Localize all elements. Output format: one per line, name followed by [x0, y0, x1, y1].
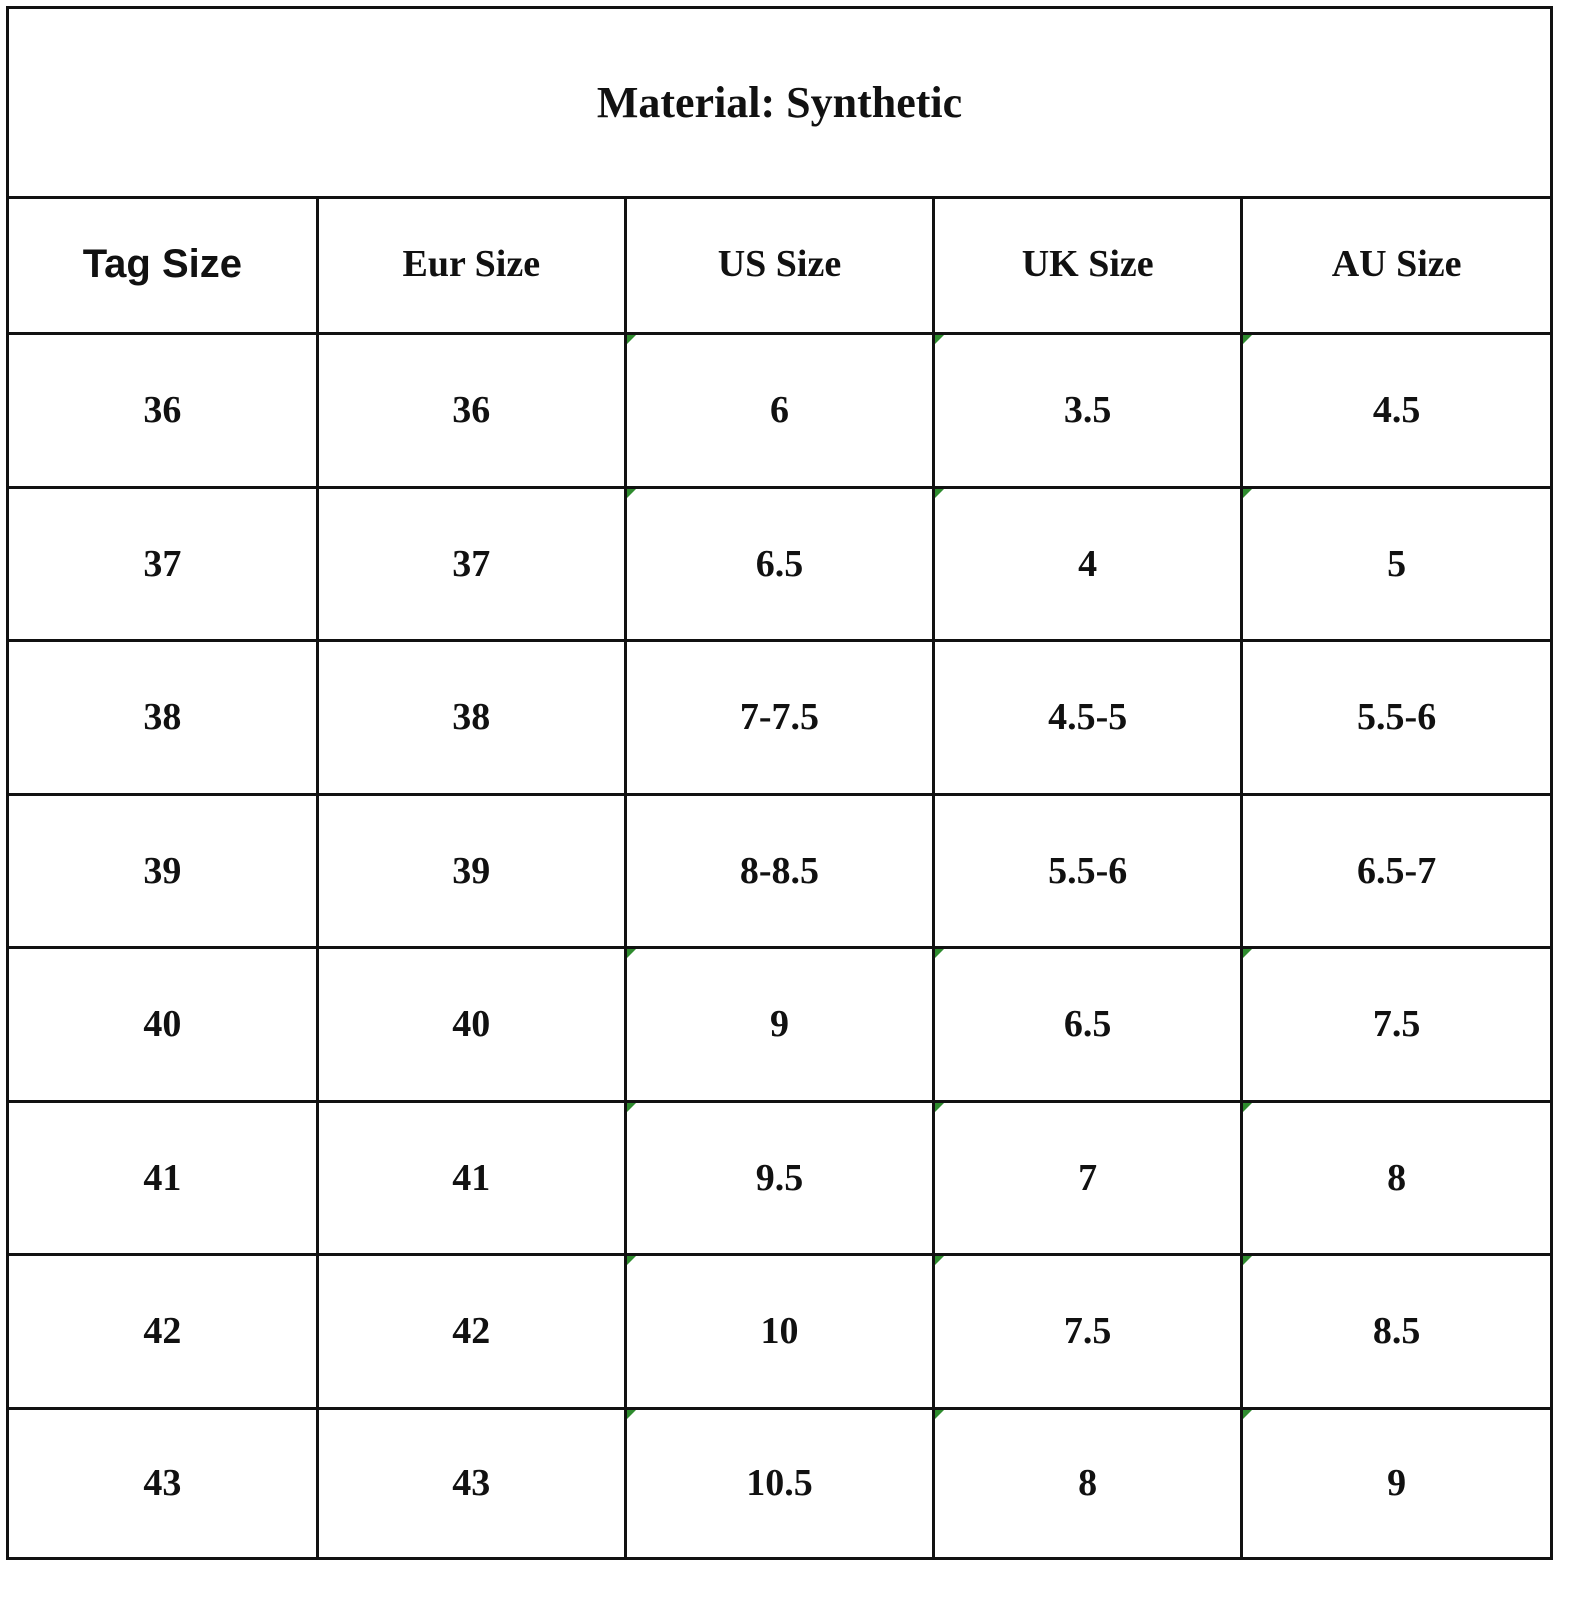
size-chart: Material: Synthetic Tag Size Eur Size US…	[6, 6, 1553, 1560]
table-cell: 7.5	[932, 1253, 1244, 1410]
table-row: 38 38 7-7.5 4.5-5 5.5-6	[9, 639, 1550, 796]
table-row: 41 41 9.5 7 8	[9, 1099, 1550, 1257]
table-cell: 39	[315, 792, 627, 950]
table-cell: 9	[623, 946, 936, 1103]
table-cell: 10.5	[623, 1406, 936, 1557]
table-cell: 43	[315, 1406, 627, 1557]
table-cell: 7-7.5	[623, 639, 936, 796]
table-cell: 43	[9, 1406, 319, 1557]
cell-corner-marker-icon	[626, 949, 636, 959]
table-row: 40 40 9 6.5 7.5	[9, 946, 1550, 1103]
cell-corner-marker-icon	[935, 335, 945, 344]
size-table: Tag Size Eur Size US Size UK Size AU Siz…	[9, 196, 1550, 1557]
table-cell: 6.5-7	[1240, 792, 1550, 950]
table-cell: 37	[315, 485, 627, 643]
cell-corner-marker-icon	[626, 488, 636, 498]
table-cell: 4	[932, 485, 1244, 643]
table-cell: 7.5	[1240, 946, 1550, 1103]
table-cell: 8.5	[1240, 1253, 1550, 1410]
header-row: Tag Size Eur Size US Size UK Size AU Siz…	[9, 196, 1550, 335]
table-cell: 6.5	[623, 485, 936, 643]
table-row: 43 43 10.5 8 9	[9, 1406, 1550, 1557]
table-cell: 41	[315, 1099, 627, 1257]
table-cell: 36	[9, 332, 319, 489]
table-cell: 5	[1240, 485, 1550, 643]
header-us-size: US Size	[623, 196, 936, 335]
cell-corner-marker-icon	[1243, 488, 1253, 498]
header-uk-size: UK Size	[932, 196, 1244, 335]
table-row: 39 39 8-8.5 5.5-6 6.5-7	[9, 792, 1550, 950]
cell-corner-marker-icon	[935, 488, 945, 498]
table-cell: 9	[1240, 1406, 1550, 1557]
table-cell: 37	[9, 485, 319, 643]
table-cell: 42	[315, 1253, 627, 1410]
header-eur-size: Eur Size	[315, 196, 627, 335]
table-row: 36 36 6 3.5 4.5	[9, 332, 1550, 489]
table-cell: 40	[315, 946, 627, 1103]
table-cell: 36	[315, 332, 627, 489]
table-cell: 5.5-6	[1240, 639, 1550, 796]
table-cell: 41	[9, 1099, 319, 1257]
cell-corner-marker-icon	[1243, 1256, 1253, 1266]
cell-corner-marker-icon	[935, 1409, 945, 1419]
table-cell: 5.5-6	[932, 792, 1244, 950]
cell-corner-marker-icon	[1243, 949, 1253, 959]
table-cell: 10	[623, 1253, 936, 1410]
table-cell: 7	[932, 1099, 1244, 1257]
table-row: 37 37 6.5 4 5	[9, 485, 1550, 643]
table-cell: 4.5-5	[932, 639, 1244, 796]
cell-corner-marker-icon	[935, 949, 945, 959]
cell-corner-marker-icon	[935, 1256, 945, 1266]
header-tag-size: Tag Size	[9, 196, 319, 335]
cell-corner-marker-icon	[1243, 1102, 1253, 1112]
cell-corner-marker-icon	[626, 335, 636, 344]
cell-corner-marker-icon	[626, 1256, 636, 1266]
table-cell: 40	[9, 946, 319, 1103]
table-cell: 38	[315, 639, 627, 796]
table-cell: 39	[9, 792, 319, 950]
cell-corner-marker-icon	[935, 1102, 945, 1112]
table-cell: 3.5	[932, 332, 1244, 489]
table-cell: 42	[9, 1253, 319, 1410]
table-row: 42 42 10 7.5 8.5	[9, 1253, 1550, 1410]
cell-corner-marker-icon	[1243, 335, 1253, 344]
cell-corner-marker-icon	[626, 1409, 636, 1419]
table-cell: 8-8.5	[623, 792, 936, 950]
cell-corner-marker-icon	[1243, 1409, 1253, 1419]
cell-corner-marker-icon	[626, 1102, 636, 1112]
chart-title: Material: Synthetic	[9, 9, 1550, 199]
table-cell: 9.5	[623, 1099, 936, 1257]
table-cell: 38	[9, 639, 319, 796]
table-cell: 6.5	[932, 946, 1244, 1103]
table-cell: 6	[623, 332, 936, 489]
table-cell: 8	[1240, 1099, 1550, 1257]
table-cell: 4.5	[1240, 332, 1550, 489]
header-au-size: AU Size	[1240, 196, 1550, 335]
table-cell: 8	[932, 1406, 1244, 1557]
